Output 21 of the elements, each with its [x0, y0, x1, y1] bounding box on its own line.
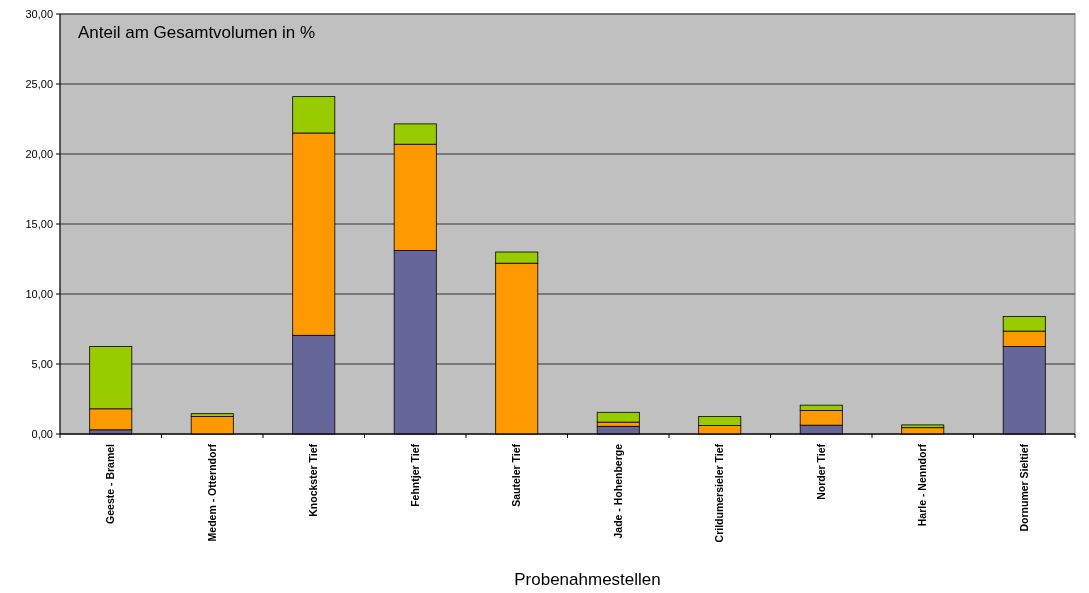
y-tick-label: 20,00 [25, 147, 53, 160]
x-tick-label: Dornumer Sieltief [1017, 443, 1030, 532]
x-tick-label: Crildumersieler Tief [713, 443, 726, 543]
y-tick-label: 25,00 [25, 77, 53, 90]
x-tick-label: Norder Tief [814, 443, 827, 500]
y-tick-label: 0,00 [31, 427, 53, 440]
x-tick-label: Jade - Hohenberge [611, 443, 624, 539]
y-tick-label: 5,00 [31, 357, 53, 370]
x-axis-title: Probenahmestellen [514, 570, 661, 589]
y-tick-label: 30,00 [25, 7, 53, 20]
text: Anteil am Gesamtvolumen in % [78, 23, 316, 42]
x-tick-label: Knockster Tief [307, 443, 320, 517]
x-tick-label: Medem - Otterndorf [205, 443, 218, 542]
y-tick-label: 15,00 [25, 217, 53, 230]
bar [596, 411, 640, 423]
y-tick-label: 10,00 [25, 287, 53, 300]
x-tick-label: Geeste - Bramel [104, 443, 117, 524]
x-tick-label: Harle - Nenndorf [916, 443, 929, 527]
bar [901, 424, 945, 429]
x-tick-label: Sauteler Tief [510, 443, 523, 507]
x-tick-label: Fehntjer Tief [408, 443, 421, 507]
